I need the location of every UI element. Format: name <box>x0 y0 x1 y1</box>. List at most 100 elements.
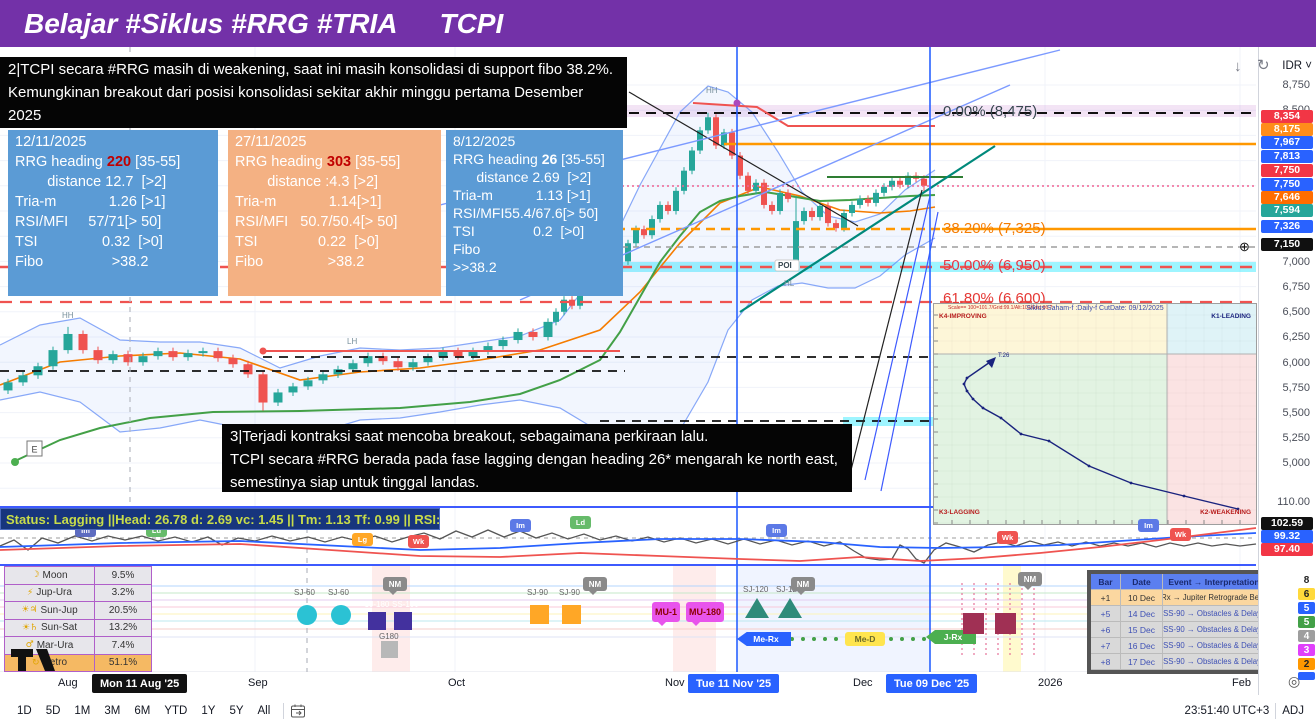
event-label: SJ-60 <box>328 588 349 597</box>
event-square-marker <box>562 605 581 624</box>
annotation-line: 2025 <box>8 107 42 124</box>
price-scale[interactable]: IDR ˅8,7508,5007,0006,7506,5006,2506,000… <box>1258 47 1316 695</box>
range-button-3m[interactable]: 3M <box>104 704 121 717</box>
heading-label: RRG heading <box>453 151 542 167</box>
info-box-line: Tria-m 1.26 [>1] <box>15 194 166 210</box>
oscillator-value-badge: 99.32 <box>1261 530 1313 543</box>
range-button-5d[interactable]: 5D <box>45 704 61 717</box>
reset-view-icon[interactable]: ↻ <box>1257 57 1270 74</box>
heading-value: 220 <box>106 154 132 170</box>
add-alert-plus-icon[interactable]: ⊕ <box>1239 239 1250 254</box>
scroll-to-recent-icon[interactable]: ↓ <box>1234 58 1242 75</box>
info-box-line: >>38.2 <box>453 259 497 275</box>
event-label: SJ-120 <box>776 585 802 594</box>
month-label: 2026 <box>1038 677 1063 689</box>
range-button-all[interactable]: All <box>257 704 271 717</box>
heading-value: 26 <box>541 151 558 167</box>
info-box-line: RSI/MFI 57/71[> 50] <box>15 214 162 230</box>
date-badge: Tue 09 Dec '25 <box>886 674 978 693</box>
range-button-6m[interactable]: 6M <box>134 704 151 717</box>
astro-label: Sun-Jup <box>40 604 78 616</box>
event-square-marker <box>368 612 386 630</box>
price-tick-label: 7,000 <box>1282 256 1310 268</box>
astro-retro-icon: ↻ <box>32 657 40 668</box>
svg-text:T:26: T:26 <box>998 353 1010 359</box>
annotation-line: semestinya siap untuk tinggal landas. <box>230 474 480 491</box>
new-moon-badge: NM <box>583 577 607 595</box>
event-count-badge: 8 <box>1298 574 1315 586</box>
page-title: Belajar #Siklus #RRG #TRIA <box>24 7 398 39</box>
astro-value: 9.5% <box>111 569 135 581</box>
month-label: Sep <box>248 677 268 689</box>
price-badge: 7,750 <box>1261 178 1313 191</box>
event-desc-cell: J-Rx → Jupiter Retrograde Begins <box>1163 590 1266 605</box>
symbol-title: TCPI <box>439 7 504 39</box>
event-date-cell: 14 Dec <box>1121 606 1163 621</box>
astro-value: 13.2% <box>108 622 138 634</box>
range-button-5y[interactable]: 5Y <box>229 704 244 717</box>
price-badge: 7,750 <box>1261 164 1313 177</box>
date-badge: Mon 11 Aug '25 <box>92 674 188 693</box>
rrg-quadrant-lagging <box>934 354 1167 524</box>
currency-selector[interactable]: IDR ˅ <box>1282 60 1312 72</box>
astro-value: 3.2% <box>111 587 135 599</box>
heading-value: 303 <box>326 154 352 170</box>
heading-range: [35-55] <box>351 154 401 170</box>
astro-row: ⚡ Jup-Ura 3.2% <box>5 584 151 602</box>
price-badge: 7,150 <box>1261 238 1313 251</box>
astro-name: ↻ Retro <box>5 654 95 671</box>
axis-settings-icon[interactable]: ◎ <box>1288 673 1301 689</box>
fib-level-label: 38.20% (7,325) <box>943 220 1046 237</box>
price-badge: 7,326 <box>1261 220 1313 233</box>
month-label: Feb <box>1232 677 1251 689</box>
event-bar-cell: +8 <box>1091 654 1121 669</box>
price-badge: 8,354 <box>1261 110 1313 123</box>
mars-uranus-badge: MU-1 <box>652 602 680 626</box>
heading-range: [35-55] <box>131 154 181 170</box>
go-to-date-calendar-icon[interactable] <box>290 703 306 719</box>
range-button-1d[interactable]: 1D <box>17 704 32 717</box>
price-tick-label: 6,500 <box>1282 306 1310 318</box>
event-date-cell: 15 Dec <box>1121 622 1163 637</box>
oscillator-value-badge: 102.59 <box>1261 517 1313 530</box>
range-button-1m[interactable]: 1M <box>74 704 91 717</box>
event-square-marker <box>530 605 549 624</box>
phase-badge-wk: Wk <box>408 535 429 548</box>
price-tick-label: 6,000 <box>1282 357 1310 369</box>
info-box-line: Fibo >38.2 <box>15 254 149 270</box>
month-label: Dec <box>853 677 873 689</box>
fib-level-label: 50.00% (6,950) <box>943 257 1046 274</box>
event-label: SJ-120 <box>743 585 769 594</box>
astro-value: 20.5% <box>108 604 138 616</box>
rrg-quadrant-panel: Scale== 100=101.7/Grid:99.1/Alt:101/Grid… <box>933 303 1257 525</box>
fib-level-label: 61.80% (6,600) <box>943 290 1046 307</box>
astro-value: 7.4% <box>111 639 135 651</box>
event-date-cell: 16 Dec <box>1121 638 1163 653</box>
rrg-status-text: Status: Lagging ||Head: 26.78 d: 2.69 vc… <box>6 511 440 527</box>
price-tick-label: 6,250 <box>1282 331 1310 343</box>
heading-range: [35-55] <box>557 151 605 167</box>
astro-name: ♂ Mar-Ura <box>5 637 95 654</box>
info-box-heading: RRG heading 303 [35-55] <box>235 152 434 172</box>
range-button-ytd[interactable]: YTD <box>164 704 188 717</box>
tradingview-logo[interactable] <box>10 646 66 674</box>
rrg-quadrant-improving-label: K4-IMPROVING <box>939 313 987 320</box>
month-label: Oct <box>448 677 466 689</box>
range-button-1y[interactable]: 1Y <box>201 704 216 717</box>
event-label-white: SS-180 <box>392 600 419 609</box>
rrg-status-bar: Status: Lagging ||Head: 26.78 d: 2.69 vc… <box>0 508 440 530</box>
info-box-line: distance 12.7 [>2] <box>15 174 167 190</box>
info-box-line: Fibo >38.2 <box>235 254 365 270</box>
time-axis[interactable]: Aug Sep Oct Nov Dec 2026 Feb Mon 11 Aug '25 Tue … <box>0 672 1316 695</box>
adjusted-data-toggle[interactable]: ADJ <box>1282 704 1304 717</box>
bottom-toolbar: 1D 5D 1M 3M 6M YTD 1Y 5Y All 23:51:40 UTC+3 ADJ <box>0 695 1316 726</box>
event-count-badge: 4 <box>1298 630 1315 642</box>
event-table-row: +110 DecJ-Rx → Jupiter Retrograde Begins <box>1091 590 1266 606</box>
info-box-line: TSI 0.2 [>0] <box>453 223 585 239</box>
event-circle-marker <box>297 605 317 625</box>
event-date-cell: 17 Dec <box>1121 654 1163 669</box>
month-label: Nov <box>665 677 685 689</box>
svg-text:POI: POI <box>778 261 792 270</box>
